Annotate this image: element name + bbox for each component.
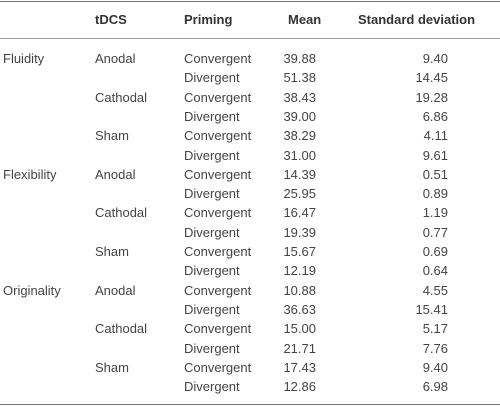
priming-cell: Convergent <box>184 51 252 66</box>
sd-cell: 0.89 <box>422 186 448 202</box>
priming-cell: Divergent <box>184 70 240 86</box>
priming-cell: Divergent <box>184 108 240 124</box>
sd-cell: 0.77 <box>422 224 448 240</box>
sd-cell: 0.69 <box>422 244 448 259</box>
priming-cell: Divergent <box>184 379 240 395</box>
sd-cell: 9.40 <box>422 51 448 66</box>
mean-cell: 12.86 <box>283 379 316 395</box>
priming-cell: Convergent <box>184 166 252 182</box>
table-bottom-rule <box>0 404 500 405</box>
priming-cell: Convergent <box>184 244 252 259</box>
mean-cell: 14.39 <box>283 166 316 182</box>
tdcs-label: Sham <box>95 359 129 375</box>
sd-cell: 7.76 <box>422 340 448 356</box>
mean-cell: 31.00 <box>283 147 316 163</box>
sd-cell: 0.51 <box>422 166 448 182</box>
sd-cell: 6.98 <box>422 379 448 395</box>
mean-cell: 12.19 <box>283 263 316 279</box>
mean-cell: 19.39 <box>283 224 316 240</box>
priming-cell: Divergent <box>184 340 240 356</box>
tdcs-label: Cathodal <box>95 205 148 221</box>
mean-cell: 51.38 <box>283 70 316 86</box>
mean-cell: 38.29 <box>283 128 316 144</box>
sd-cell: 4.55 <box>422 282 448 298</box>
priming-cell: Convergent <box>184 282 252 298</box>
priming-cell: Divergent <box>184 224 240 240</box>
mean-cell: 25.95 <box>283 186 316 202</box>
priming-cell: Divergent <box>184 301 240 317</box>
tdcs-label: Cathodal <box>95 89 148 105</box>
tdcs-label: Anodal <box>95 51 136 66</box>
mean-cell: 16.47 <box>283 205 316 221</box>
tdcs-label: Anodal <box>95 166 136 182</box>
priming-cell: Divergent <box>184 263 240 279</box>
tdcs-label: Cathodal <box>95 321 148 337</box>
mean-cell: 39.00 <box>283 108 316 124</box>
table-top-rule <box>0 1 500 2</box>
mean-cell: 38.43 <box>283 89 316 105</box>
priming-cell: Convergent <box>184 359 252 375</box>
priming-cell: Convergent <box>184 128 252 144</box>
sd-cell: 14.45 <box>415 70 448 86</box>
sd-cell: 19.28 <box>415 89 448 105</box>
mean-cell: 15.67 <box>283 244 316 259</box>
sd-cell: 1.19 <box>422 205 448 221</box>
header-priming: Priming <box>184 12 233 27</box>
tdcs-label: Sham <box>95 128 129 144</box>
sd-cell: 5.17 <box>422 321 448 337</box>
header-tdcs: tDCS <box>95 12 127 27</box>
sd-cell: 0.64 <box>422 263 448 279</box>
sd-cell: 15.41 <box>415 301 448 317</box>
mean-cell: 39.88 <box>283 51 316 66</box>
sd-cell: 4.11 <box>423 128 448 144</box>
measure-label: Flexibility <box>3 166 57 182</box>
priming-cell: Convergent <box>184 205 252 221</box>
header-standard-deviation: Standard deviation <box>358 12 476 27</box>
priming-cell: Divergent <box>184 186 240 202</box>
mean-cell: 21.71 <box>283 340 316 356</box>
priming-cell: Convergent <box>184 321 252 337</box>
priming-cell: Divergent <box>184 147 240 163</box>
mean-cell: 36.63 <box>283 301 316 317</box>
mean-cell: 10.88 <box>283 282 316 298</box>
sd-cell: 9.40 <box>422 359 448 375</box>
mean-cell: 17.43 <box>283 359 316 375</box>
header-rule <box>0 38 500 39</box>
sd-cell: 9.61 <box>422 147 448 163</box>
measure-label: Fluidity <box>3 51 45 66</box>
tdcs-label: Sham <box>95 244 129 259</box>
header-mean: Mean <box>288 12 322 27</box>
measure-label: Originality <box>3 282 61 298</box>
sd-cell: 6.86 <box>422 108 448 124</box>
mean-cell: 15.00 <box>283 321 316 337</box>
priming-cell: Convergent <box>184 89 252 105</box>
tdcs-label: Anodal <box>95 282 136 298</box>
